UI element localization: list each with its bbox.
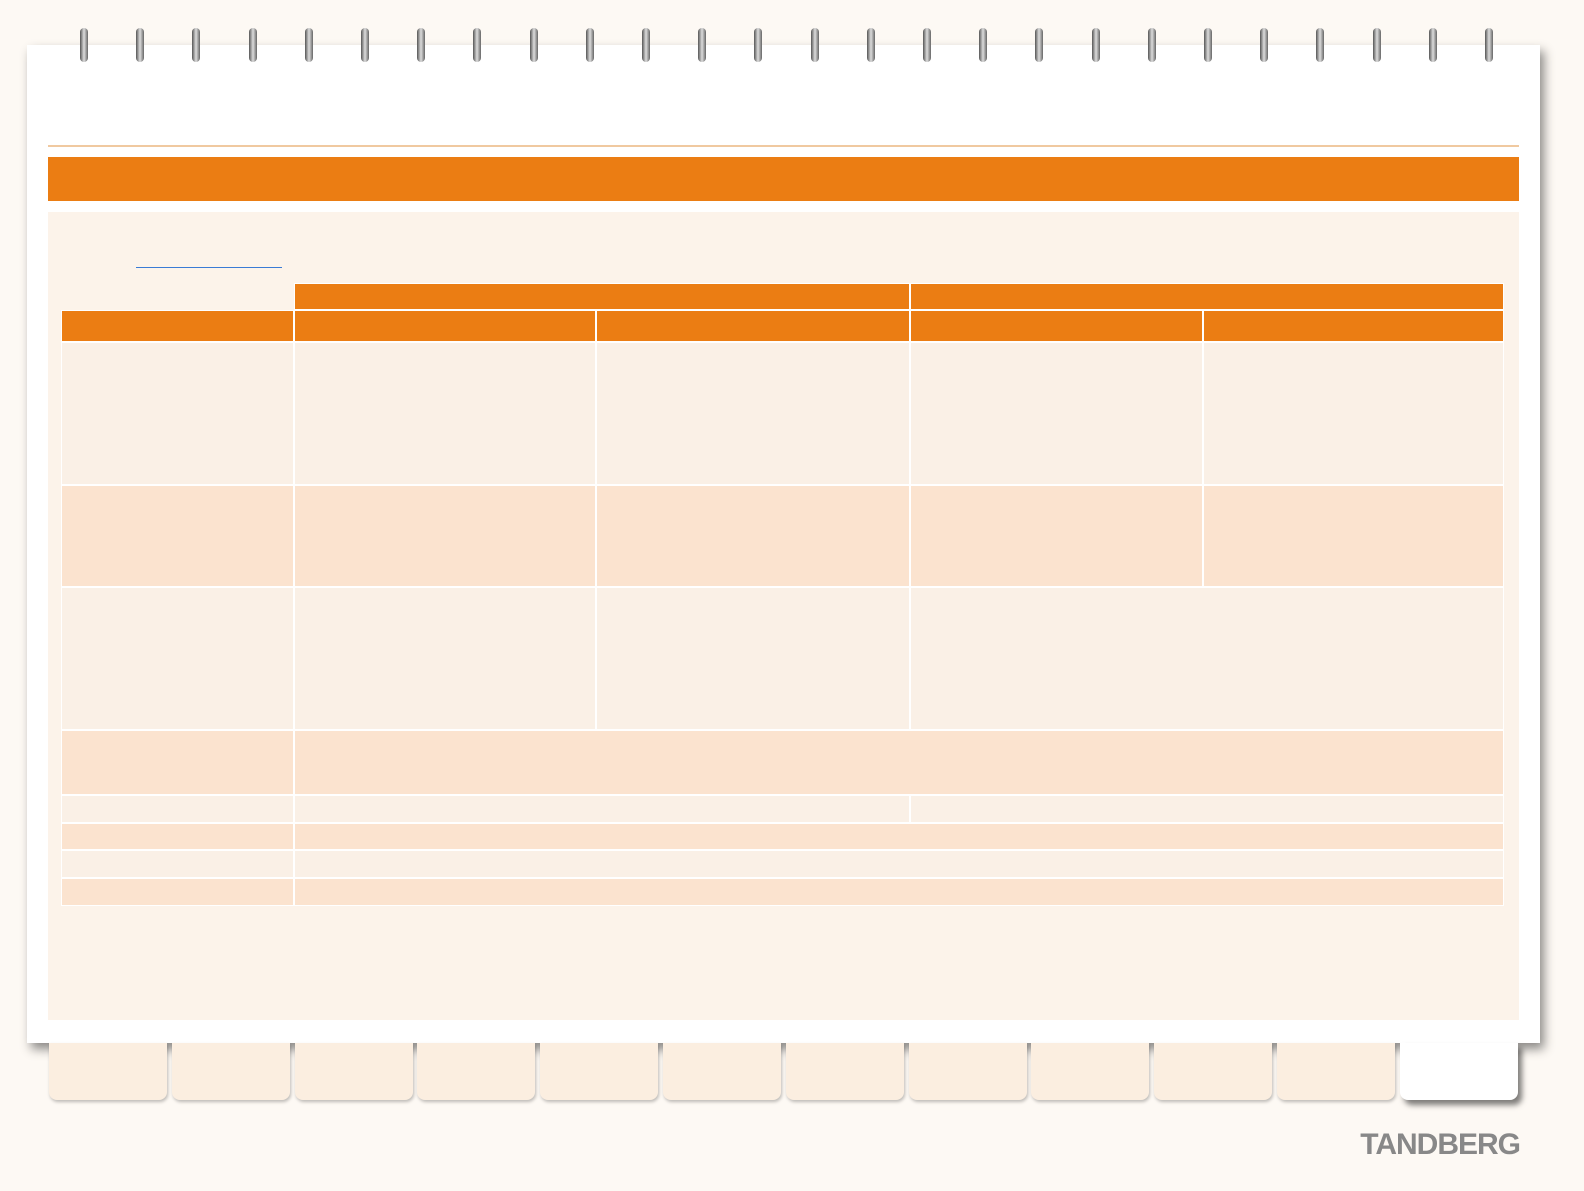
spiral-ring xyxy=(136,28,145,62)
title-bar xyxy=(48,157,1519,201)
table-cell xyxy=(1203,342,1504,485)
spiral-ring xyxy=(304,28,313,62)
table-cell xyxy=(61,310,294,342)
nav-tab[interactable] xyxy=(908,1043,1027,1100)
spiral-ring xyxy=(1485,28,1493,62)
table-cell xyxy=(910,587,1504,730)
nav-tab[interactable] xyxy=(663,1043,781,1100)
spiral-ring xyxy=(979,28,988,62)
spiral-ring xyxy=(1316,28,1325,62)
table-cell xyxy=(294,730,1504,795)
spiral-ring xyxy=(1260,28,1269,62)
table-cell xyxy=(596,342,910,485)
nav-tab[interactable] xyxy=(49,1043,167,1100)
spiral-ring xyxy=(1204,28,1212,62)
table-cell xyxy=(294,283,910,310)
table-cell xyxy=(294,823,1504,850)
spiral-ring xyxy=(80,28,88,62)
table-cell xyxy=(61,730,294,795)
nav-tab[interactable] xyxy=(171,1043,290,1100)
spiral-ring xyxy=(473,28,482,62)
spiral-ring xyxy=(529,28,538,62)
table-cell xyxy=(910,485,1203,587)
table-cell xyxy=(294,342,596,485)
spiral-ring xyxy=(361,28,369,62)
nav-tab[interactable] xyxy=(540,1043,659,1100)
table-cell xyxy=(294,850,1504,878)
spiral-ring xyxy=(754,28,763,62)
nav-tab[interactable] xyxy=(1399,1043,1518,1100)
table-cell xyxy=(910,283,1504,310)
nav-tab[interactable] xyxy=(785,1043,904,1100)
nav-tab[interactable] xyxy=(1154,1043,1273,1100)
table-cell xyxy=(61,878,294,906)
nav-tab[interactable] xyxy=(417,1043,536,1100)
spiral-ring xyxy=(923,28,931,62)
table-cell xyxy=(61,342,294,485)
table-cell xyxy=(596,587,910,730)
spiral-ring xyxy=(1091,28,1100,62)
spiral-ring xyxy=(1428,28,1437,62)
spiral-ring xyxy=(810,28,819,62)
spiral-ring xyxy=(417,28,426,62)
spiral-ring xyxy=(248,28,257,62)
nav-tab[interactable] xyxy=(1031,1043,1150,1100)
table-cell xyxy=(910,795,1504,823)
table-cell xyxy=(294,587,596,730)
table-cell xyxy=(61,795,294,823)
spiral-ring xyxy=(698,28,707,62)
spiral-ring xyxy=(585,28,594,62)
table-cell xyxy=(294,878,1504,906)
table-cell xyxy=(294,485,596,587)
divider xyxy=(48,145,1519,147)
spiral-ring xyxy=(192,28,201,62)
table-cell xyxy=(910,342,1203,485)
spiral-ring xyxy=(1035,28,1044,62)
nav-tab[interactable] xyxy=(294,1043,413,1100)
table-cell xyxy=(61,823,294,850)
table-cell xyxy=(294,795,910,823)
table-cell xyxy=(910,310,1203,342)
spiral-ring xyxy=(642,28,650,62)
table-cell xyxy=(61,850,294,878)
table-cell xyxy=(596,310,910,342)
link-underline[interactable] xyxy=(136,267,282,268)
spiral-ring xyxy=(866,28,875,62)
table-cell xyxy=(294,310,596,342)
spiral-ring xyxy=(1372,28,1381,62)
logo: TANDBERG xyxy=(1360,1128,1521,1161)
table-cell xyxy=(1203,485,1504,587)
table-cell xyxy=(596,485,910,587)
table-cell xyxy=(61,587,294,730)
nav-tab[interactable] xyxy=(1277,1043,1395,1100)
table-cell xyxy=(1203,310,1504,342)
table-cell xyxy=(61,485,294,587)
spiral-ring xyxy=(1147,28,1156,62)
